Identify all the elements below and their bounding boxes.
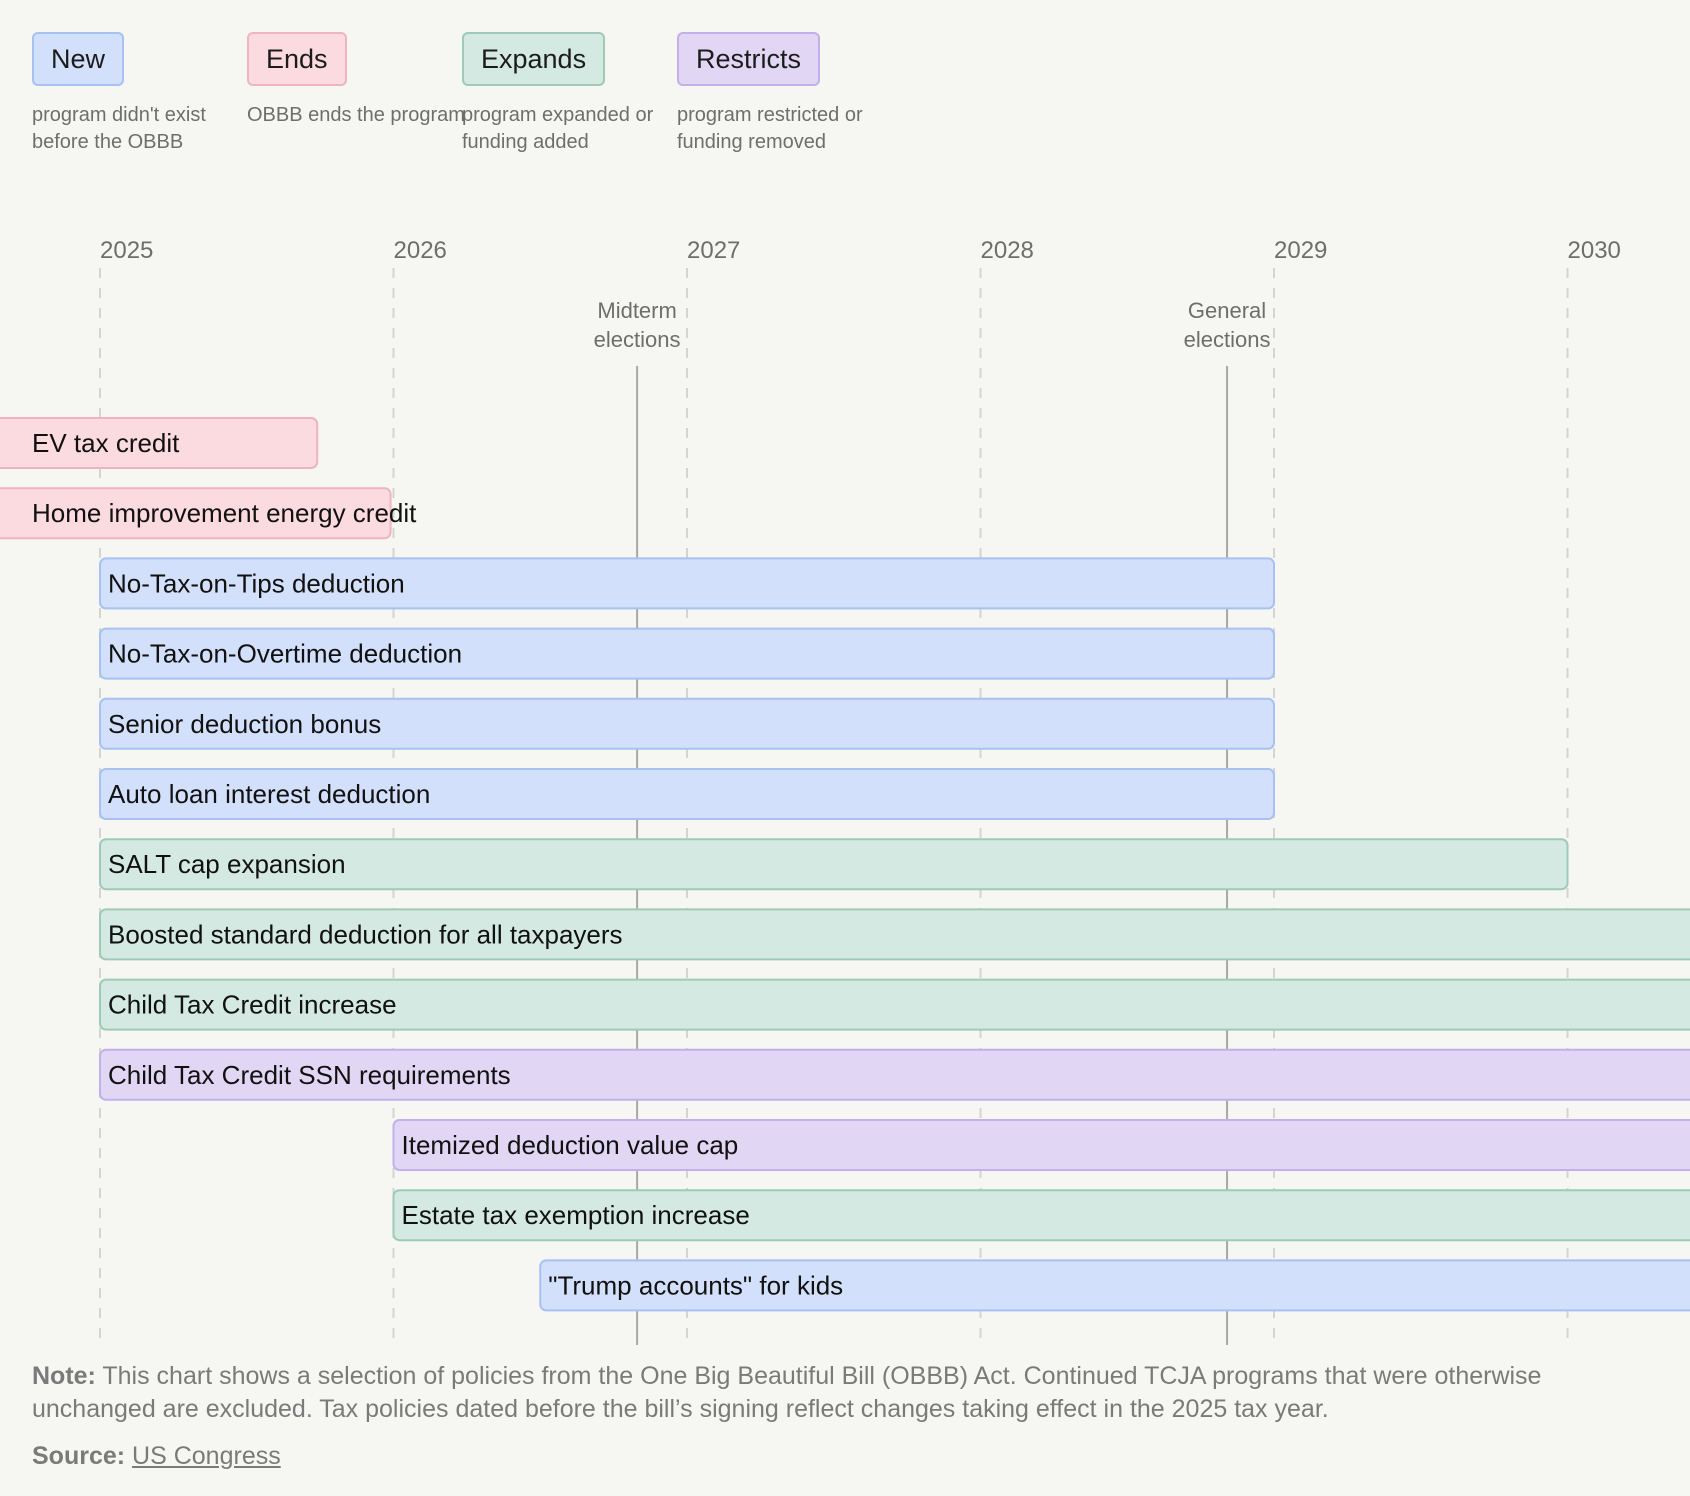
chart-source: Source: US Congress xyxy=(32,1440,1652,1473)
timeline-chart: 2025 2026 2027 2028 2029 2030 Midterm elections… xyxy=(0,237,1690,1345)
timeline-bar xyxy=(392,1189,1690,1242)
legend-pill-ends: Ends xyxy=(247,32,347,86)
legend-item-expands: Expands program expanded or funding adde… xyxy=(462,32,682,156)
legend-desc-expands: program expanded or funding added xyxy=(462,104,654,153)
legend-desc-restricts: program restricted or funding removed xyxy=(677,104,863,153)
timeline-bar-label: No-Tax-on-Tips deduction xyxy=(108,568,405,598)
timeline-bar xyxy=(99,978,1690,1031)
timeline-bar-label: Estate tax exemption increase xyxy=(402,1200,750,1230)
timeline-bar-label: SALT cap expansion xyxy=(108,849,346,879)
timeline-bar xyxy=(99,768,1275,820)
event-label-0-0: Midterm xyxy=(597,298,676,323)
timeline-bar xyxy=(99,1048,1690,1101)
timeline-bar-label: Boosted standard deduction for all taxpa… xyxy=(108,919,623,949)
timeline-bar-label: Auto loan interest deduction xyxy=(108,779,430,809)
timeline-bar xyxy=(539,1259,1690,1312)
year-label-2028: 2028 xyxy=(981,237,1034,264)
timeline-bar-label: Senior deduction bonus xyxy=(108,709,381,739)
source-label: Source: xyxy=(32,1442,126,1470)
year-label-2030: 2030 xyxy=(1568,237,1621,264)
event-label-0-1: elections xyxy=(594,327,681,352)
year-label-2026: 2026 xyxy=(394,237,447,264)
timeline-bar-label: Itemized deduction value cap xyxy=(402,1130,739,1160)
timeline-bar-label: No-Tax-on-Overtime deduction xyxy=(108,639,462,669)
year-label-2029: 2029 xyxy=(1274,237,1327,264)
chart-note: Note: This chart shows a selection of po… xyxy=(32,1360,1652,1426)
timeline-bar xyxy=(99,908,1690,961)
event-label-1-0: General xyxy=(1188,298,1266,323)
legend-item-ends: Ends OBBB ends the program xyxy=(247,32,467,129)
note-label: Note: xyxy=(32,1362,96,1390)
legend: New program didn't exist before the OBBB… xyxy=(32,32,1032,162)
timeline-bar-label: "Trump accounts" for kids xyxy=(548,1270,843,1300)
timeline-bar xyxy=(99,627,1275,680)
event-label-1-1: elections xyxy=(1184,327,1271,352)
legend-pill-expands: Expands xyxy=(462,32,606,86)
year-label-2025: 2025 xyxy=(100,237,153,264)
year-label-2027: 2027 xyxy=(687,237,740,264)
legend-desc-ends: OBBB ends the program xyxy=(247,104,465,126)
timeline-bar-label: EV tax credit xyxy=(32,428,180,458)
legend-item-restricts: Restricts program restricted or funding … xyxy=(677,32,897,156)
timeline-bar xyxy=(99,697,1275,750)
note-text: This chart shows a selection of policies… xyxy=(32,1362,1542,1423)
timeline-bar xyxy=(99,557,1275,610)
legend-desc-new: program didn't exist before the OBBB xyxy=(32,104,206,153)
timeline-bar xyxy=(0,487,392,540)
timeline-bar-label: Home improvement energy credit xyxy=(32,498,417,528)
timeline-bar-label: Child Tax Credit SSN requirements xyxy=(108,1060,511,1090)
timeline-bar xyxy=(0,417,319,469)
footer: Note: This chart shows a selection of po… xyxy=(32,1360,1652,1473)
legend-pill-restricts: Restricts xyxy=(677,32,821,86)
legend-item-new: New program didn't exist before the OBBB xyxy=(32,32,252,156)
legend-pill-new: New xyxy=(32,32,125,86)
timeline-bar-label: Child Tax Credit increase xyxy=(108,990,397,1020)
timeline-bar xyxy=(99,838,1569,891)
timeline-bar xyxy=(392,1119,1690,1171)
source-link[interactable]: US Congress xyxy=(132,1442,281,1470)
